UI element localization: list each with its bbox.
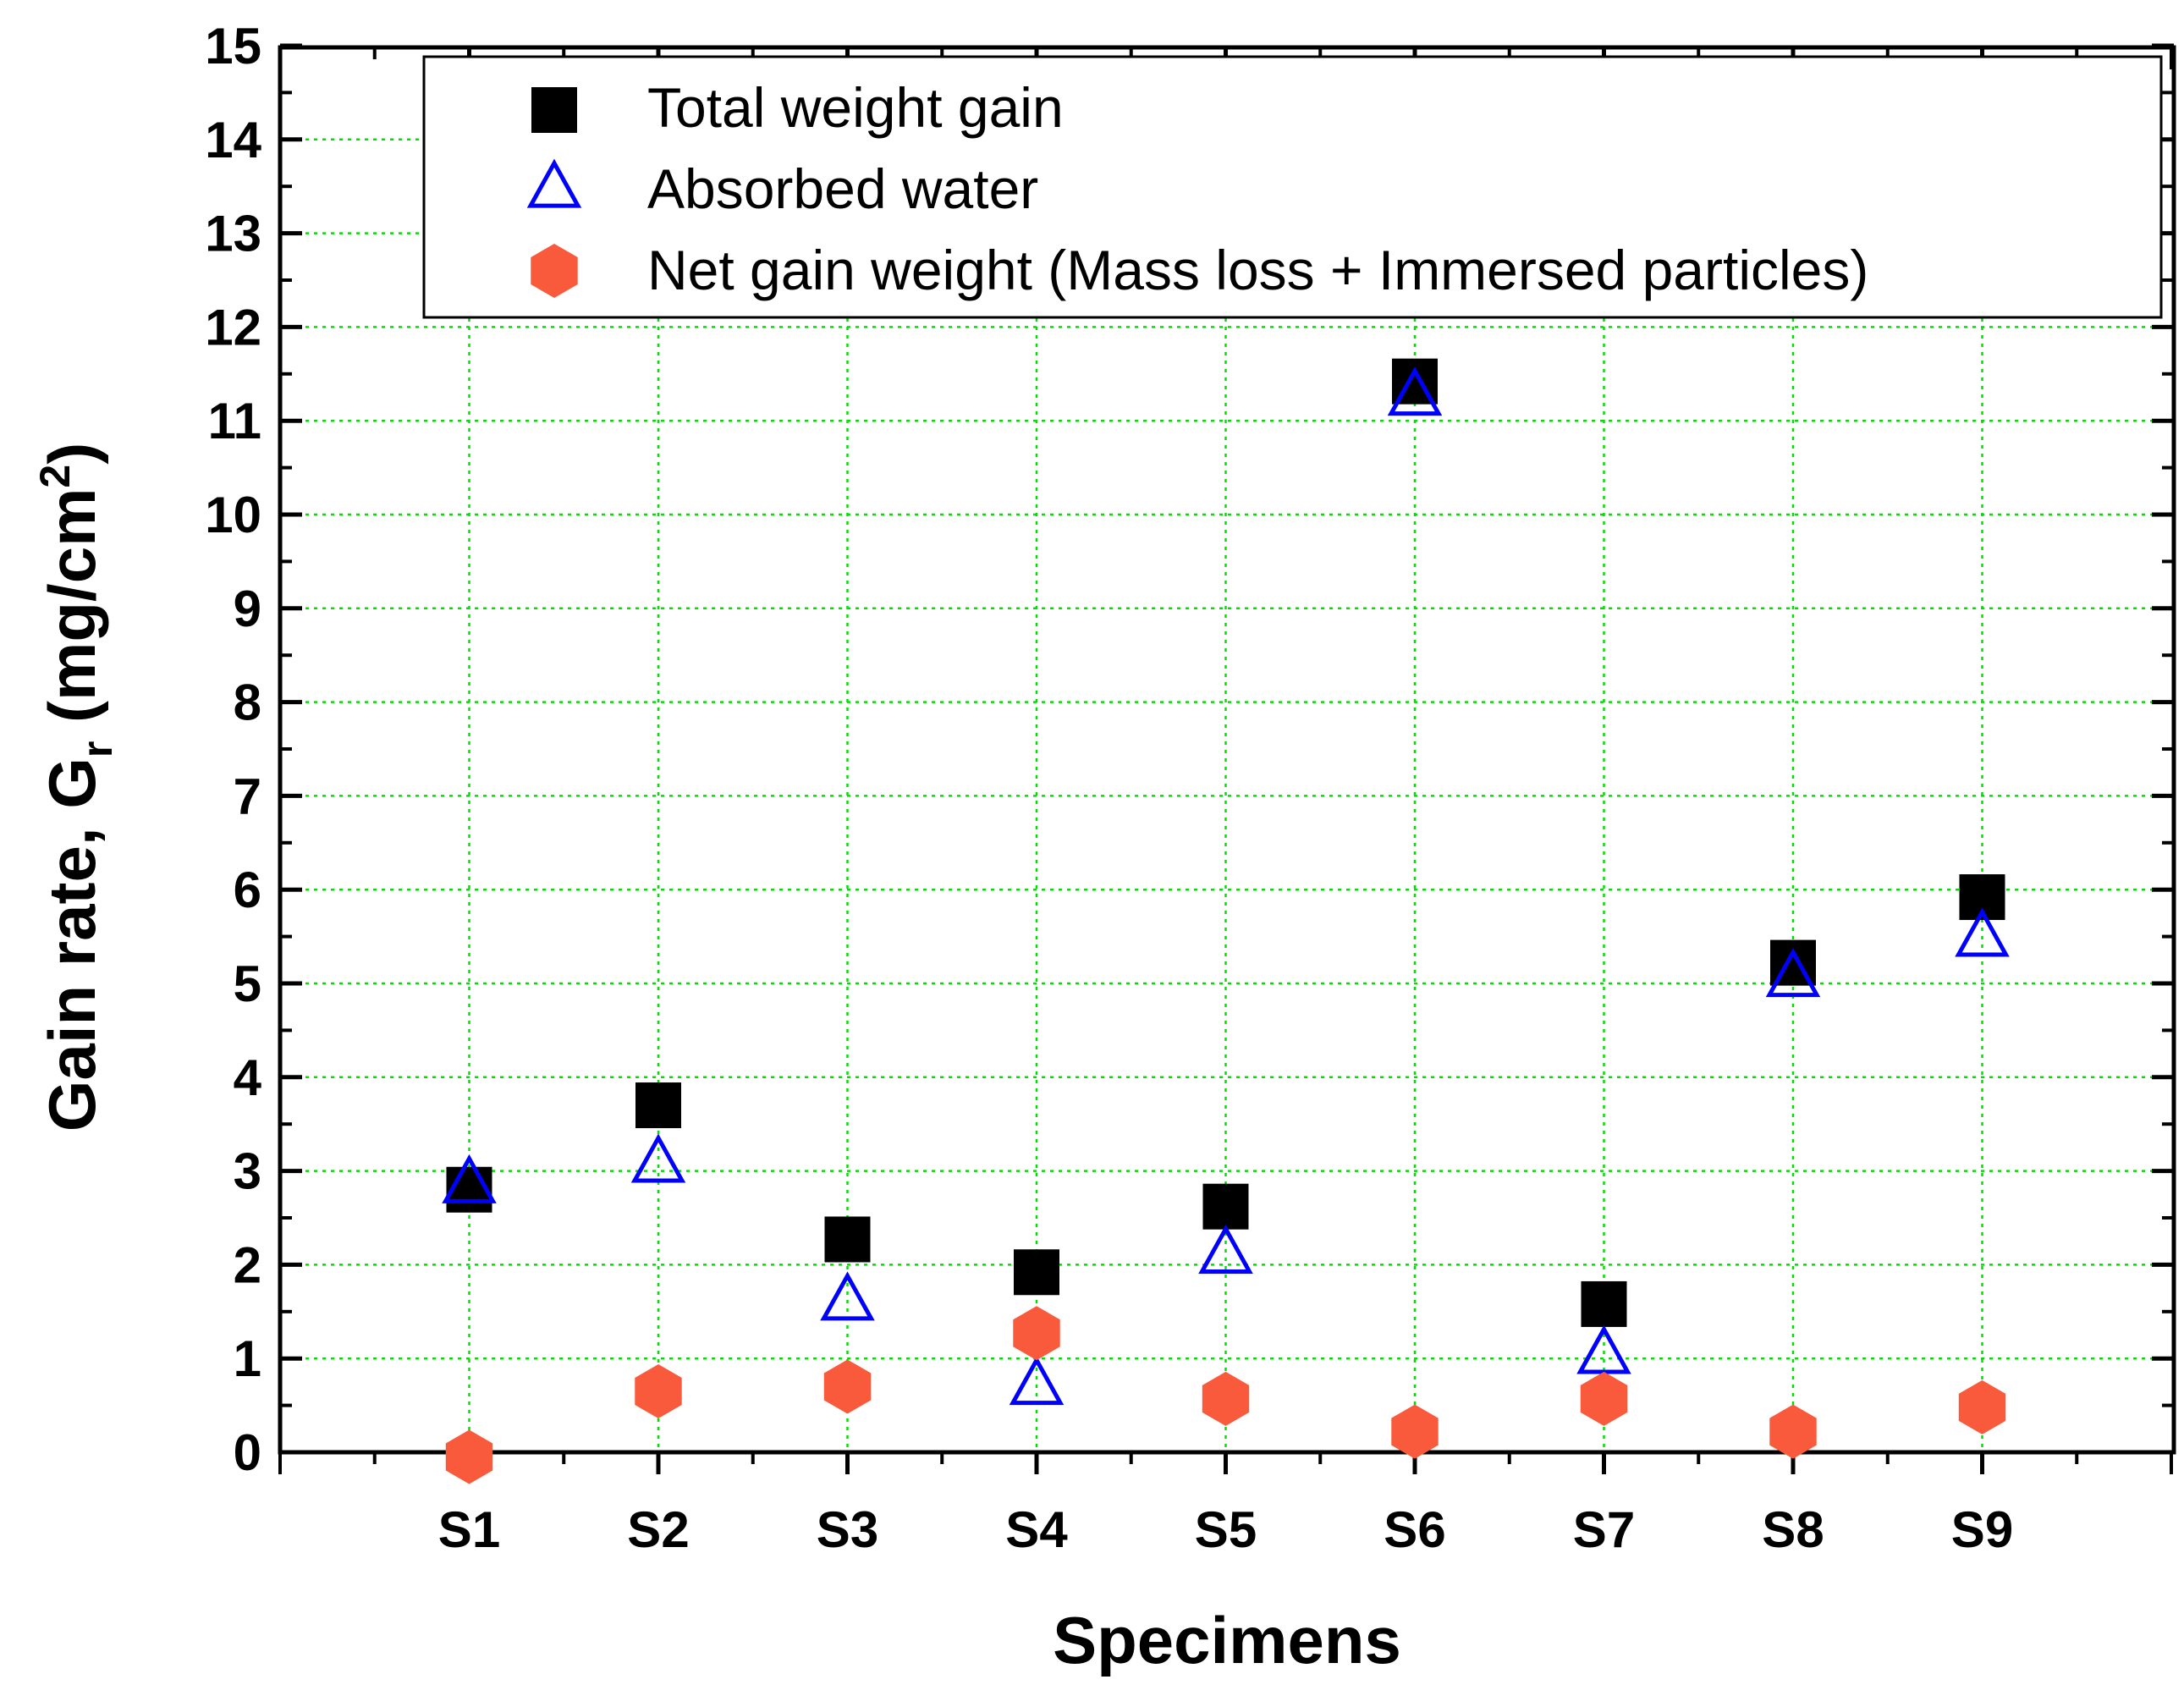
data-markers — [442, 358, 2010, 1484]
marker-net-gain-weight--S8 — [1769, 1404, 1817, 1459]
marker-net-gain-weight--S9 — [1958, 1379, 2006, 1434]
x-tick-label: S5 — [1195, 1501, 1257, 1558]
y-axis-title-unit-open: (mg/cm — [35, 488, 109, 741]
y-tick-label: 0 — [234, 1424, 261, 1481]
x-tick-label: S9 — [1951, 1501, 2013, 1558]
marker-net-gain-weight--S3 — [823, 1359, 872, 1414]
x-tick-labels: S1 S2 S3 S4 S5 S6 S7 S8 S9 — [438, 1501, 2013, 1558]
y-tick-label: 6 — [234, 862, 261, 918]
marker-total-weight-gai-S7 — [1581, 1280, 1627, 1327]
y-tick-label: 5 — [234, 955, 261, 1012]
legend-label-absorbed-water: Absorbed water — [647, 157, 1038, 220]
legend-marker-absorbed-water — [526, 158, 582, 208]
x-tick-label: S3 — [817, 1501, 878, 1558]
x-tick-label: S7 — [1573, 1501, 1635, 1558]
y-tick-label: 11 — [208, 393, 261, 449]
y-axis-title: Gain rate, Gr (mg/cm2) — [31, 443, 121, 1132]
y-tick-label: 9 — [234, 581, 261, 637]
marker-absorbed-water-S6 — [1387, 366, 1443, 416]
legend-marker-net-gain-weight- — [531, 244, 578, 298]
marker-net-gain-weight--S7 — [1580, 1371, 1628, 1426]
x-tick-label: S2 — [627, 1501, 689, 1558]
legend-marker-total-weight-gai — [531, 87, 577, 133]
x-tick-label: S4 — [1005, 1501, 1068, 1558]
x-axis-title: Specimens — [1053, 1603, 1401, 1677]
x-tick-label: S1 — [438, 1501, 500, 1558]
y-tick-label: 13 — [205, 206, 261, 262]
y-axis-title-unit-close: ) — [35, 443, 109, 465]
legend-label-total-weight-gain: Total weight gain — [647, 76, 1064, 139]
y-tick-label: 12 — [205, 299, 261, 355]
y-tick-label: 1 — [234, 1330, 261, 1387]
marker-net-gain-weight--S5 — [1202, 1371, 1250, 1426]
y-tick-label: 15 — [205, 18, 261, 74]
series-net-gain-weight-mass-los — [445, 1306, 2006, 1484]
y-tick-label: 2 — [234, 1236, 261, 1293]
y-axis-title-main: Gain rate, G — [35, 757, 109, 1132]
marker-absorbed-water-S4 — [1009, 1356, 1064, 1406]
marker-absorbed-water-S2 — [630, 1133, 686, 1183]
marker-net-gain-weight--S4 — [1013, 1306, 1060, 1361]
legend-label-net-gain-weight: Net gain weight (Mass loss + Immersed pa… — [647, 239, 1868, 301]
x-tick-label: S6 — [1384, 1501, 1445, 1558]
marker-net-gain-weight--S1 — [445, 1429, 493, 1484]
legend-markers — [526, 87, 582, 298]
y-tick-label: 14 — [205, 112, 261, 168]
marker-total-weight-gai-S4 — [1014, 1249, 1059, 1296]
legend: Total weight gain Absorbed water Net gai… — [422, 55, 2163, 319]
marker-absorbed-water-S9 — [1955, 907, 2010, 957]
marker-net-gain-weight--S2 — [635, 1363, 682, 1418]
y-tick-label: 4 — [234, 1049, 262, 1106]
marker-net-gain-weight--S6 — [1391, 1404, 1439, 1459]
y-tick-label: 10 — [205, 487, 261, 543]
marker-absorbed-water-S8 — [1765, 948, 1821, 998]
y-axis-title-subscript: r — [74, 741, 121, 757]
marker-total-weight-gai-S5 — [1202, 1183, 1249, 1230]
marker-absorbed-water-S3 — [820, 1271, 875, 1321]
marker-absorbed-water-S5 — [1198, 1224, 1253, 1274]
marker-total-weight-gai-S2 — [635, 1082, 681, 1129]
legend-box — [422, 55, 2163, 319]
y-tick-label: 3 — [234, 1143, 261, 1200]
y-tick-label: 8 — [234, 675, 261, 731]
marker-absorbed-water-S1 — [442, 1154, 497, 1203]
y-tick-label: 7 — [234, 768, 261, 824]
marker-total-weight-gai-S3 — [824, 1216, 871, 1263]
y-axis-title-superscript: 2 — [31, 465, 79, 488]
x-tick-label: S8 — [1762, 1501, 1824, 1558]
